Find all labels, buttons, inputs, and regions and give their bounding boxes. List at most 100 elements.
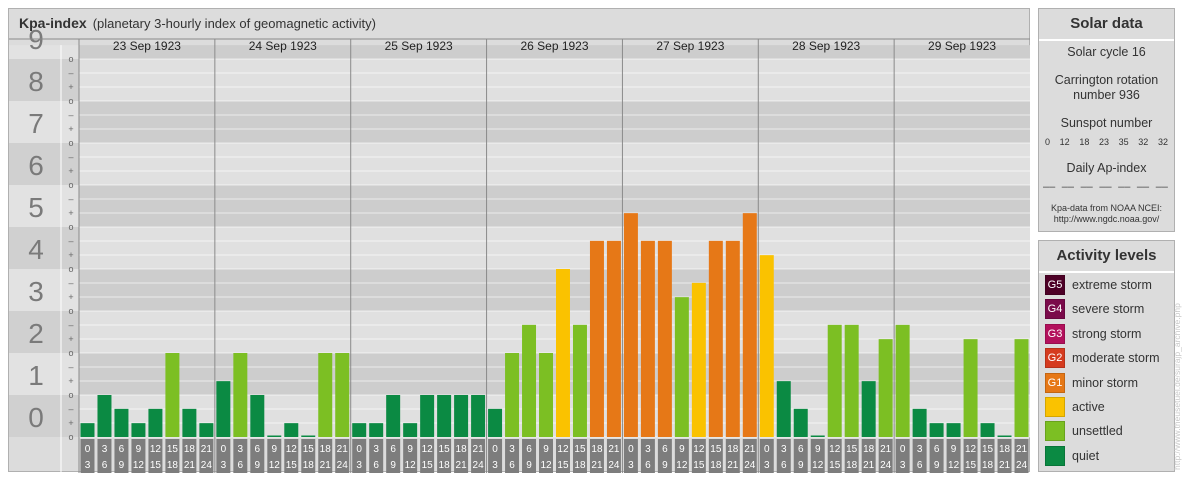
hour-end-label: 3 xyxy=(900,460,906,471)
hour-start-label: 18 xyxy=(456,444,468,455)
hour-end-label: 6 xyxy=(917,460,923,471)
hour-cell xyxy=(335,439,350,473)
y-subtick-label: + xyxy=(68,82,73,92)
kp-bar xyxy=(946,423,961,437)
hour-cell xyxy=(572,439,587,473)
hour-cell xyxy=(148,439,163,473)
kp-bar xyxy=(895,324,910,437)
hour-end-label: 6 xyxy=(238,460,244,471)
y-subtick-label: – xyxy=(68,278,73,288)
hour-start-label: 15 xyxy=(167,444,179,455)
hour-end-label: 12 xyxy=(676,460,688,471)
kp-bar xyxy=(793,408,808,437)
hour-cell xyxy=(471,439,486,473)
hour-cell xyxy=(250,439,265,473)
solar-data-panel: Solar data Solar cycle 16 Carrington rot… xyxy=(1038,8,1175,232)
y-tick-label: 0 xyxy=(28,402,44,433)
hour-cell xyxy=(505,439,520,473)
hour-end-label: 9 xyxy=(934,460,940,471)
hour-end-label: 24 xyxy=(880,460,892,471)
hour-end-label: 3 xyxy=(356,460,362,471)
y-band xyxy=(79,185,1030,227)
y-band xyxy=(79,101,1030,143)
y-subtick-label: + xyxy=(68,418,73,428)
y-band-label-bg xyxy=(9,269,79,311)
hour-cell xyxy=(539,439,553,473)
hour-cell xyxy=(97,439,112,473)
kp-bar xyxy=(250,395,265,437)
hour-cell xyxy=(199,439,214,473)
kp-bar xyxy=(725,240,740,437)
sunspot-value: 12 xyxy=(1059,137,1070,147)
y-subtick-label: + xyxy=(68,334,73,344)
hour-cell xyxy=(793,439,808,473)
legend-item-unsettled: unsettled xyxy=(1045,421,1123,442)
kp-bar xyxy=(233,353,248,437)
hour-end-label: 9 xyxy=(662,460,668,471)
kp-bar xyxy=(335,353,350,437)
hour-end-label: 15 xyxy=(286,460,298,471)
hour-cell xyxy=(827,439,842,473)
kp-bar xyxy=(386,395,401,437)
hour-end-label: 18 xyxy=(982,460,994,471)
hour-start-label: 15 xyxy=(846,444,858,455)
hour-end-label: 21 xyxy=(591,460,603,471)
legend-label: severe storm xyxy=(1072,302,1145,317)
hour-cell xyxy=(233,439,248,473)
y-band-label-bg xyxy=(9,185,79,227)
hour-cell xyxy=(403,439,418,473)
y-tick-label: 5 xyxy=(28,192,44,223)
y-subtick-label: – xyxy=(68,152,73,162)
y-tick-label: 8 xyxy=(28,66,44,97)
hour-cell xyxy=(708,439,723,473)
y-band-label-bg xyxy=(9,143,79,185)
hour-end-label: 24 xyxy=(1016,460,1028,471)
hour-cell xyxy=(301,439,316,473)
solar-cycle: Solar cycle 16 xyxy=(1067,45,1146,59)
kp-bar xyxy=(776,381,791,437)
kp-bar xyxy=(963,339,978,437)
sunspot-value: 18 xyxy=(1079,137,1090,147)
ap-value: –– xyxy=(1043,181,1056,193)
hour-end-label: 21 xyxy=(456,460,468,471)
hour-start-label: 12 xyxy=(286,444,298,455)
hour-start-label: 21 xyxy=(337,444,349,455)
hour-cell xyxy=(488,439,503,473)
hour-end-label: 15 xyxy=(422,460,434,471)
kp-bar xyxy=(471,395,486,437)
kp-bar xyxy=(284,423,299,437)
legend-label: quiet xyxy=(1072,448,1100,463)
hour-cell xyxy=(606,439,621,473)
kp-bar xyxy=(182,408,197,437)
ap-value: –– xyxy=(1136,181,1150,193)
hour-cell xyxy=(963,439,978,473)
hour-cell xyxy=(589,439,604,473)
y-band-label-bg xyxy=(9,353,79,395)
hour-end-label: 15 xyxy=(965,460,977,471)
hour-cell xyxy=(742,439,757,473)
kp-bar xyxy=(97,395,112,437)
kp-bar xyxy=(318,353,333,437)
hour-start-label: 0 xyxy=(628,444,634,455)
hour-start-label: 6 xyxy=(119,444,125,455)
kp-bar xyxy=(165,353,180,437)
hour-start-label: 6 xyxy=(798,444,804,455)
kpa-chart-panel: Kpa-index (planetary 3-hourly index of ge… xyxy=(8,8,1030,473)
kp-bar xyxy=(454,395,469,437)
hour-end-label: 21 xyxy=(863,460,875,471)
hour-end-label: 6 xyxy=(645,460,651,471)
y-band xyxy=(79,45,1030,59)
hour-end-label: 21 xyxy=(999,460,1011,471)
hour-cell xyxy=(946,439,961,473)
hour-end-label: 12 xyxy=(405,460,417,471)
legend-item-moderate-storm: G2 moderate storm xyxy=(1045,348,1160,369)
hour-start-label: 6 xyxy=(390,444,396,455)
kp-bar xyxy=(708,240,723,437)
y-band-label-bg xyxy=(9,227,79,269)
y-subtick-label: o xyxy=(68,138,73,148)
kp-bar xyxy=(640,240,655,437)
hour-start-label: 18 xyxy=(320,444,332,455)
kp-bar xyxy=(657,240,672,437)
hour-end-label: 12 xyxy=(269,460,281,471)
kp-bar xyxy=(997,435,1012,437)
